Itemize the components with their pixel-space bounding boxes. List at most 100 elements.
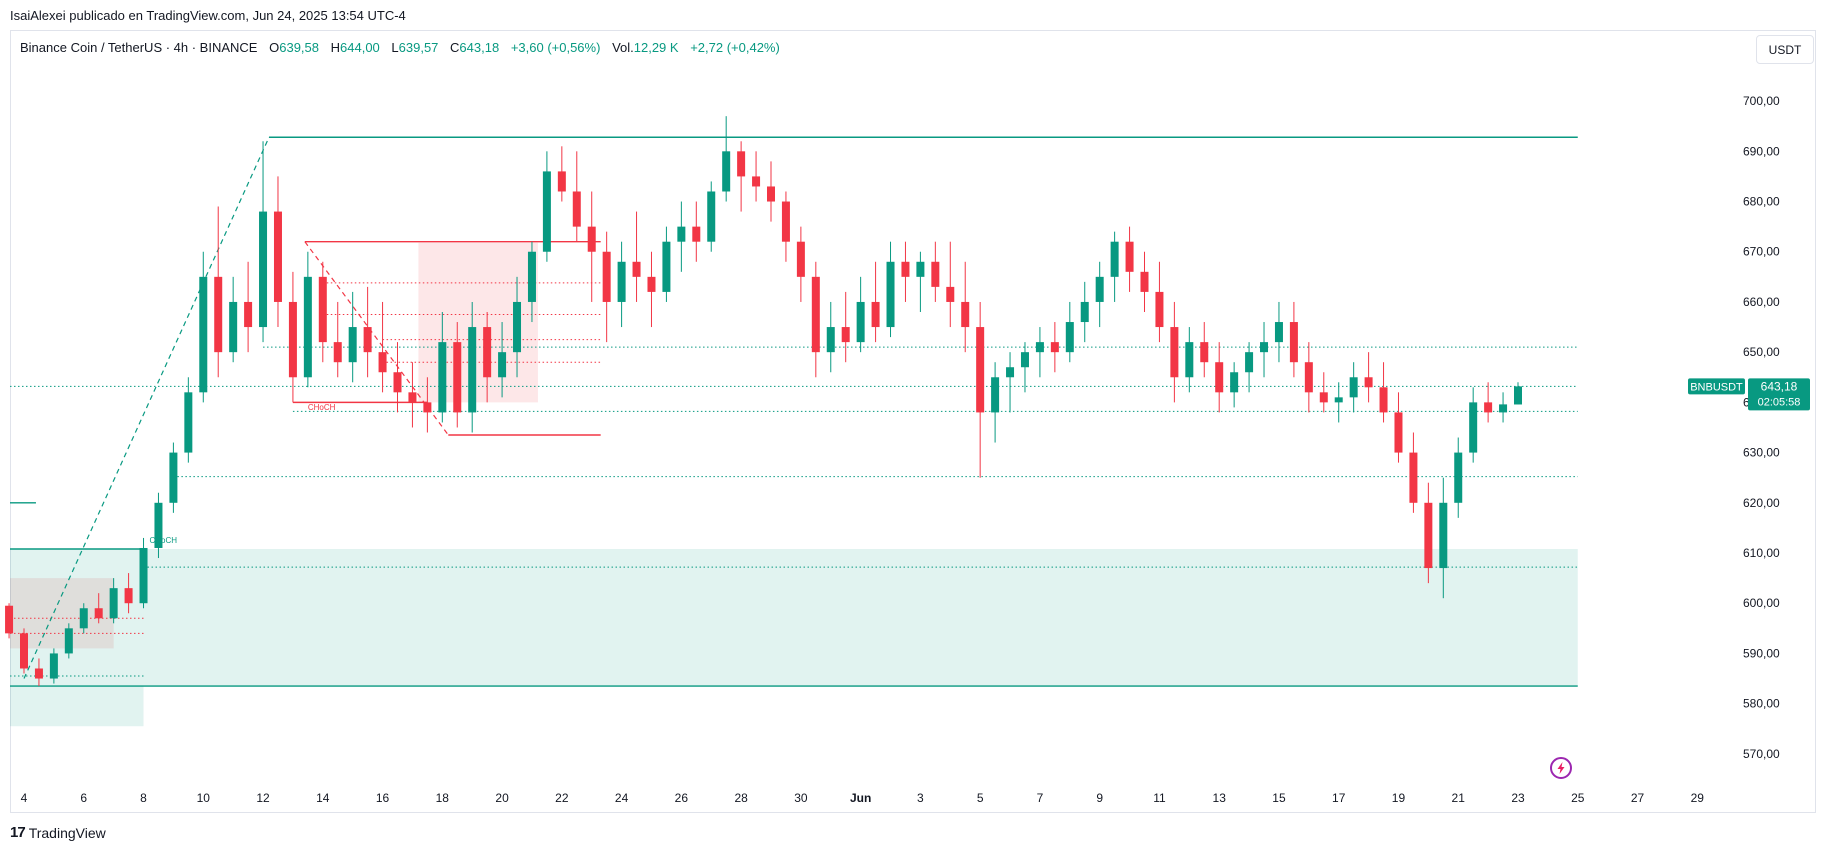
candle-body xyxy=(468,327,477,413)
x-tick-label: 7 xyxy=(1037,791,1044,805)
y-tick-label: 630,00 xyxy=(1743,446,1780,460)
candle-body xyxy=(1484,402,1493,413)
zone-box xyxy=(143,548,1578,687)
candle-body xyxy=(259,211,268,328)
candle-body xyxy=(1155,291,1164,328)
candle-body xyxy=(273,211,282,302)
x-tick-label: 23 xyxy=(1511,791,1525,805)
x-tick-label: 4 xyxy=(21,791,28,805)
candle-body xyxy=(1424,502,1433,569)
candle-body xyxy=(991,377,1000,413)
y-tick-label: 580,00 xyxy=(1743,697,1780,711)
candle-body xyxy=(931,261,940,287)
candles-layer xyxy=(5,116,1522,687)
candle-body xyxy=(946,286,955,302)
choch-label: CHoCH xyxy=(149,536,177,545)
x-tick-label: 29 xyxy=(1691,791,1705,805)
candle-body xyxy=(169,452,178,503)
candle-body xyxy=(79,608,88,629)
candle-body xyxy=(214,276,223,353)
tradingview-brand: TradingView xyxy=(28,824,106,841)
candle-body xyxy=(1364,377,1373,388)
x-tick-label: 9 xyxy=(1096,791,1103,805)
candle-body xyxy=(572,191,581,227)
y-tick-label: 660,00 xyxy=(1743,295,1780,309)
candle-body xyxy=(781,201,790,242)
candle-body xyxy=(662,241,671,292)
x-tick-label: 6 xyxy=(80,791,87,805)
trend-line xyxy=(23,137,270,679)
candle-body xyxy=(796,241,805,277)
candle-body xyxy=(1439,502,1448,569)
candle-body xyxy=(602,251,611,302)
candle-body xyxy=(124,588,133,604)
legend-close-label: C xyxy=(450,40,460,55)
x-tick-label: 27 xyxy=(1631,791,1645,805)
candle-body xyxy=(557,171,566,192)
candle-body xyxy=(1289,322,1298,363)
candle-body xyxy=(139,547,148,604)
candle-body xyxy=(1095,276,1104,302)
price-badge xyxy=(1748,378,1810,411)
candle-body xyxy=(1454,452,1463,503)
symbol-badge-label: BNBUSDT xyxy=(1690,381,1743,393)
candle-body xyxy=(438,342,447,413)
candle-body xyxy=(976,327,985,413)
candle-body xyxy=(318,276,327,343)
candle-body xyxy=(229,301,238,353)
candle-body xyxy=(453,342,462,413)
legend-low-label: L xyxy=(391,40,399,55)
candle-body xyxy=(1110,241,1119,277)
candle-body xyxy=(527,251,536,302)
candle-body xyxy=(1035,342,1044,353)
candle-body xyxy=(1200,342,1209,363)
candle-body xyxy=(393,372,402,393)
x-tick-label: 22 xyxy=(555,791,569,805)
candle-body xyxy=(94,608,103,619)
publication-attribution: IsaiAlexei publicado en TradingView.com,… xyxy=(10,8,406,23)
lines-layer xyxy=(10,136,1578,687)
candle-body xyxy=(1050,342,1059,353)
y-tick-label: 620,00 xyxy=(1743,496,1780,510)
x-tick-label: 11 xyxy=(1153,791,1166,805)
legend-volume-label: Vol. xyxy=(612,40,634,55)
candle-body xyxy=(722,151,731,192)
x-tick-label: 19 xyxy=(1392,791,1406,805)
tradingview-logo-icon: 17 xyxy=(10,824,26,841)
candle-body xyxy=(647,276,656,292)
candle-body xyxy=(1499,404,1508,413)
candle-body xyxy=(363,327,372,353)
price-badge-countdown: 02:05:58 xyxy=(1758,396,1801,408)
currency-button[interactable]: USDT xyxy=(1756,35,1814,64)
tradingview-logo[interactable]: 17 TradingView xyxy=(10,824,106,841)
candle-body xyxy=(856,301,865,343)
lightning-icon[interactable] xyxy=(1550,757,1572,779)
legend-symbol[interactable]: Binance Coin / TetherUS · 4h · BINANCE xyxy=(20,40,258,55)
x-tick-label: 20 xyxy=(495,791,509,805)
x-tick-label: 13 xyxy=(1213,791,1227,805)
x-tick-label: 24 xyxy=(615,791,629,805)
x-tick-label: 25 xyxy=(1571,791,1585,805)
candle-body xyxy=(483,327,492,378)
candle-body xyxy=(288,301,297,378)
legend-open-label: O xyxy=(269,40,280,55)
y-tick-label: 680,00 xyxy=(1743,195,1780,209)
y-tick-label: 570,00 xyxy=(1743,747,1780,761)
legend-low: 639,57 xyxy=(398,40,439,55)
y-tick-label: 650,00 xyxy=(1743,345,1780,359)
legend-change: +3,60 (+0,56%) xyxy=(510,40,601,55)
candle-body xyxy=(1379,387,1388,413)
y-tick-label: 700,00 xyxy=(1743,94,1780,108)
candle-body xyxy=(1230,372,1239,393)
candle-body xyxy=(1170,327,1179,378)
candle-body xyxy=(408,392,417,403)
candle-body xyxy=(886,261,895,328)
candle-body xyxy=(1260,342,1269,353)
x-tick-label: 12 xyxy=(256,791,270,805)
x-tick-label: 16 xyxy=(376,791,390,805)
x-axis: 4 6 8 10 12 14 16 18 20 22 24 26 28 30 Jun 3 5 7 9 11 13 15 17… xyxy=(21,791,1705,805)
y-tick-label: 600,00 xyxy=(1743,596,1780,610)
candle-body xyxy=(841,327,850,343)
x-tick-label: 26 xyxy=(675,791,689,805)
